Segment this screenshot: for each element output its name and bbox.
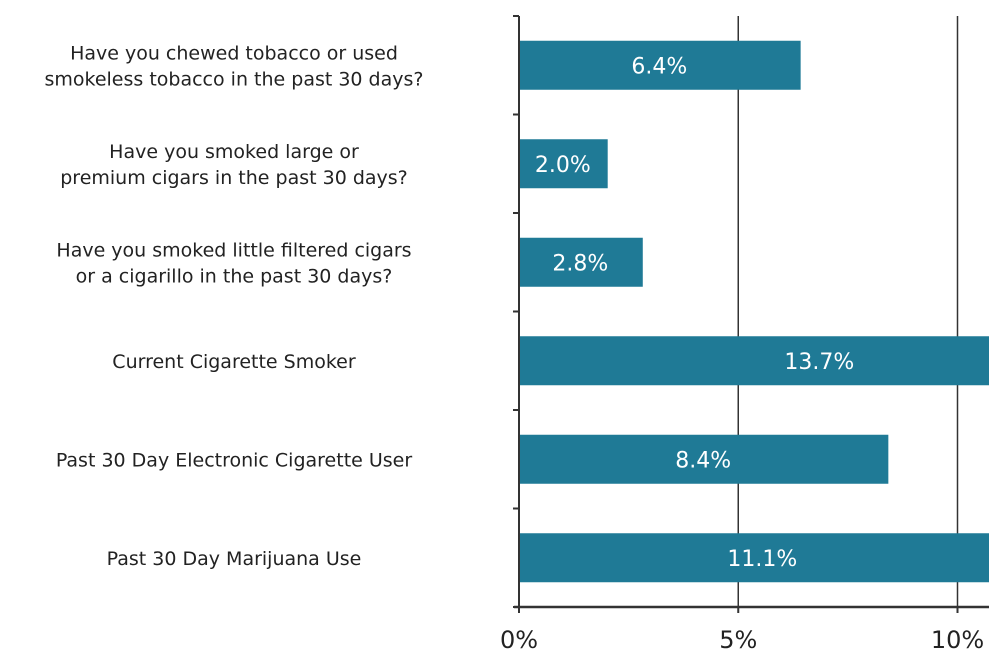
category-label: Current Cigarette Smoker [112,351,356,373]
category-label: Have you smoked large or [109,141,359,163]
value-label: 6.4% [631,54,687,79]
bars [520,41,989,583]
value-label: 2.8% [552,251,608,276]
gridlines [738,16,989,607]
value-label: 2.0% [535,153,591,178]
x-tick-label: 10% [931,626,984,654]
category-label: Have you chewed tobacco or used [70,42,398,64]
x-tick-label: 5% [719,626,757,654]
value-label: 13.7% [784,350,854,375]
category-labels: Have you chewed tobacco or used smokeless… [44,42,423,570]
category-label: or a cigarillo in the past 30 days? [76,265,393,287]
value-label: 11.1% [727,547,797,572]
category-label: Past 30 Day Marijuana Use [107,548,362,570]
bar [520,336,989,385]
x-tick-label: 0% [500,626,538,654]
category-label: premium cigars in the past 30 days? [60,167,408,189]
axes [513,16,989,613]
category-label: Have you smoked little filtered cigars [56,239,411,261]
value-labels: 6.4% 2.0% 2.8% 13.7% 8.4% 11.1% [535,54,854,572]
category-label: Past 30 Day Electronic Cigarette User [56,449,413,471]
value-label: 8.4% [675,448,731,473]
category-label: smokeless tobacco in the past 30 days? [44,68,423,90]
tick-labels: 0%5%10%15%20% [500,626,989,654]
